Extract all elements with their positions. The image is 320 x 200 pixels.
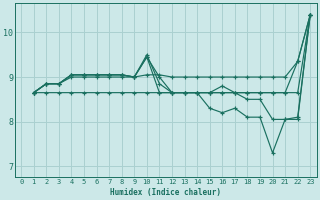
X-axis label: Humidex (Indice chaleur): Humidex (Indice chaleur) [110,188,221,197]
